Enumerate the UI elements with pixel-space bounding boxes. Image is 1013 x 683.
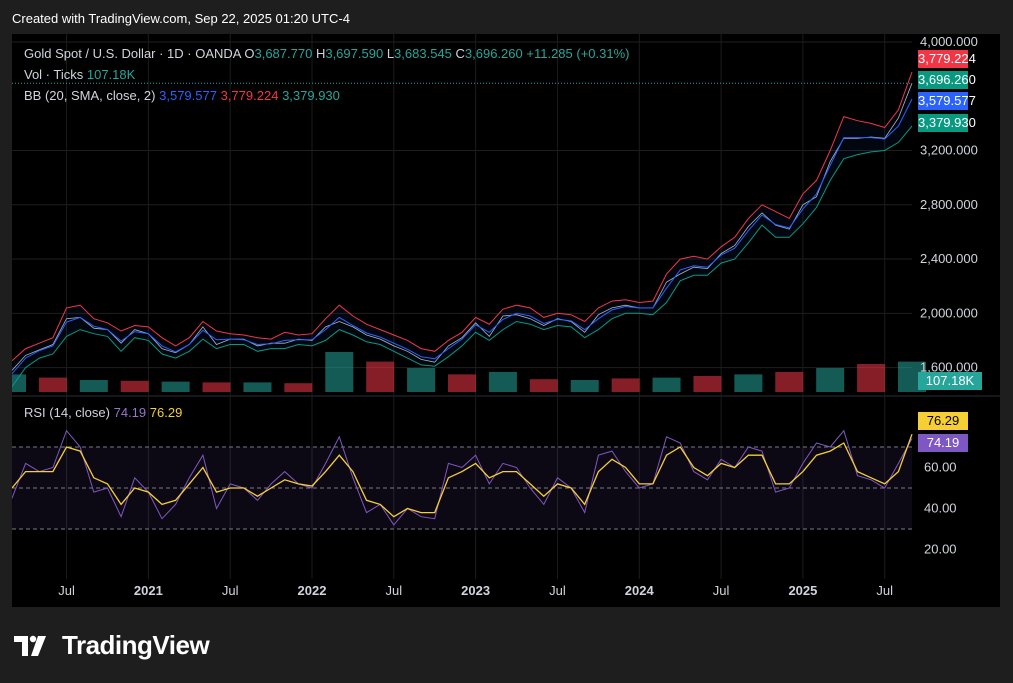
bb-basis-value: 3,579.577: [159, 88, 217, 103]
price-tick-label: 1,600.000: [920, 360, 978, 375]
rsi-pane: [12, 429, 913, 530]
volume-bar: [857, 364, 886, 392]
volume-bar: [161, 381, 190, 392]
change-value: +11.285 (+0.31%): [526, 46, 630, 61]
volume-bar: [12, 374, 26, 392]
rsi-tick-label: 60.00: [924, 460, 957, 475]
tradingview-brand: TradingView: [62, 630, 210, 660]
lower-band-badge: 3,379.930: [918, 114, 976, 132]
volume-bar: [79, 380, 108, 392]
series-lower-line: [12, 125, 913, 387]
time-tick-label: 2022: [298, 583, 327, 598]
created-with-banner: Created with TradingView.com, Sep 22, 20…: [12, 11, 350, 26]
upper-band-badge: 3,779.224: [918, 50, 976, 68]
rsi-ma-value: 76.29: [149, 405, 183, 420]
volume-bar: [284, 383, 313, 392]
open-value: 3,687.770: [254, 46, 313, 61]
close-price-badge: 3,696.260: [918, 71, 976, 89]
price-tick-label: 2,000.000: [920, 305, 978, 320]
time-tick-label: 2021: [134, 583, 163, 598]
volume-bar: [693, 376, 722, 392]
series-basis-line: [12, 98, 913, 375]
rsi-series-rsi-ma-line: [12, 433, 913, 518]
low-label: L: [386, 46, 395, 61]
price-tick-label: 2,800.000: [920, 197, 978, 212]
time-tick-label: 2025: [788, 583, 817, 598]
volume-bar: [120, 380, 149, 392]
bb-legend: BB (20, SMA, close, 2) 3,579.577 3,779.2…: [24, 88, 340, 103]
volume-label: Vol · Ticks: [24, 67, 84, 82]
volume-value: 107.18K: [86, 67, 136, 82]
open-label: O: [244, 46, 255, 61]
time-tick-label: 2024: [625, 583, 655, 598]
time-tick-label: Jul: [222, 583, 239, 598]
volume-bar: [816, 368, 845, 392]
rsi-tick-label: 20.00: [924, 541, 957, 556]
volume-bar: [366, 361, 395, 392]
volume-bar: [529, 379, 558, 392]
volume-bar: [325, 352, 354, 392]
chart-canvas[interactable]: 4,000.000 3,200.000 2,800.000 2,400.000 2,00…: [12, 34, 1000, 607]
tradingview-logo[interactable]: TradingView: [14, 630, 210, 661]
low-value: 3,683.545: [394, 46, 452, 61]
series-close-line: [12, 83, 913, 371]
volume-bar: [488, 372, 517, 392]
volume-legend: Vol · Ticks 107.18K: [24, 67, 135, 82]
time-tick-label: Jul: [876, 583, 893, 598]
volume-bar: [570, 380, 599, 392]
grid: [12, 34, 1000, 579]
rsi-ma-badge: 76.29: [918, 412, 968, 430]
rsi-legend: RSI (14, close) 74.19 76.29: [24, 405, 182, 420]
volume-bar: [775, 372, 804, 392]
rsi-tick-label: 40.00: [924, 500, 957, 515]
price-tick-label: 4,000.000: [920, 34, 978, 49]
volume-bar: [611, 378, 640, 392]
time-tick-label: Jul: [549, 583, 566, 598]
basis-badge: 3,579.577: [918, 92, 976, 110]
volume-bar: [38, 377, 67, 392]
tradingview-logo-icon: [14, 635, 46, 656]
rsi-series-rsi-line: [12, 429, 913, 526]
volume-bar: [448, 374, 476, 392]
volume-bar: [734, 374, 763, 392]
rsi-label: RSI (14, close): [24, 405, 110, 420]
volume-bars: [12, 352, 926, 392]
series-upper-line: [12, 71, 913, 362]
bb-label: BB (20, SMA, close, 2): [24, 88, 156, 103]
rsi-value: 74.19: [113, 405, 147, 420]
time-tick-label: 2023: [461, 583, 490, 598]
time-tick-label: Jul: [386, 583, 403, 598]
price-tick-label: 2,400.000: [920, 251, 978, 266]
axes: 4,000.000 3,200.000 2,800.000 2,400.000 2,00…: [58, 34, 978, 598]
price-tick-label: 3,200.000: [920, 143, 978, 158]
high-label: H: [315, 46, 326, 61]
bb-lower-value: 3,379.930: [282, 88, 340, 103]
volume-bar: [652, 377, 681, 392]
volume-bar: [407, 368, 436, 392]
time-tick-label: Jul: [58, 583, 75, 598]
volume-bar: [243, 382, 272, 392]
high-value: 3,697.590: [325, 46, 384, 61]
bollinger-bands: [12, 71, 913, 387]
bb-upper-value: 3,779.224: [220, 88, 279, 103]
close-value: 3,696.260: [464, 46, 523, 61]
symbol-legend: Gold Spot / U.S. Dollar · 1D · OANDA O3,…: [24, 46, 630, 61]
volume-badge: 107.18K: [918, 372, 982, 390]
close-label: C: [455, 46, 465, 61]
rsi-badge: 74.19: [918, 434, 968, 452]
volume-bar: [202, 382, 231, 392]
chart-area[interactable]: 4,000.000 3,200.000 2,800.000 2,400.000 2,00…: [12, 34, 1000, 607]
symbol-name: Gold Spot / U.S. Dollar · 1D · OANDA: [24, 46, 241, 61]
time-tick-label: Jul: [713, 583, 730, 598]
